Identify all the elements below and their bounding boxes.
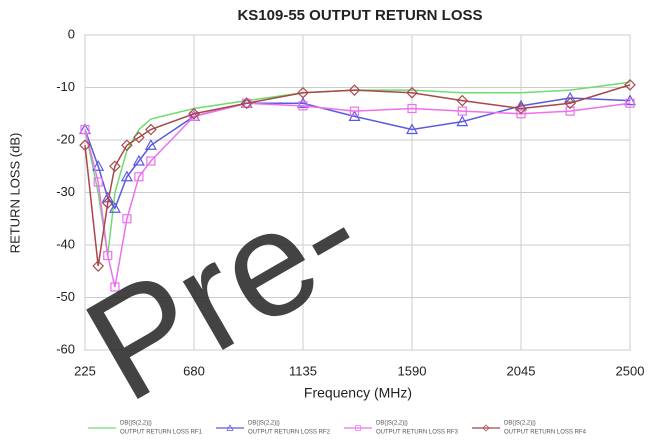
legend-measurement: DB(|S(2,2)|) xyxy=(248,421,280,427)
marker xyxy=(103,250,113,261)
legend-marker xyxy=(226,424,234,431)
y-tick-label: -10 xyxy=(56,79,75,94)
marker xyxy=(348,110,361,121)
y-tick-label: -20 xyxy=(56,131,75,146)
x-tick-label: 680 xyxy=(183,363,205,378)
marker xyxy=(144,139,157,150)
series xyxy=(79,79,636,272)
marker xyxy=(405,123,419,135)
legend-measurement: DB(|S(2,2)|) xyxy=(120,421,152,427)
series xyxy=(84,81,631,256)
legend-label: OUTPUT RETURN LOSS RF4 xyxy=(504,430,587,436)
y-tick-label: 0 xyxy=(68,26,75,41)
y-tick-label: -50 xyxy=(56,289,75,304)
marker xyxy=(482,424,490,432)
chart-title: KS109-55 OUTPUT RETURN LOSS xyxy=(237,7,482,24)
marker xyxy=(146,156,156,166)
series-line xyxy=(84,84,631,267)
marker xyxy=(80,124,90,135)
marker xyxy=(188,107,200,120)
marker xyxy=(355,425,361,431)
x-tick-label: 225 xyxy=(74,363,96,378)
marker xyxy=(296,97,310,108)
y-axis-label: RETURN LOSS (dB) xyxy=(7,133,22,254)
marker xyxy=(625,98,635,108)
marker xyxy=(110,282,120,292)
marker xyxy=(108,202,121,213)
marker xyxy=(121,139,133,152)
marker xyxy=(240,97,253,110)
x-tick-label: 2045 xyxy=(507,363,536,378)
marker xyxy=(456,94,469,107)
marker xyxy=(515,102,527,115)
legend-measurement: DB(|S(2,2)|) xyxy=(504,421,536,427)
marker xyxy=(623,94,637,106)
marker xyxy=(406,86,418,99)
marker xyxy=(92,260,105,272)
marker xyxy=(516,109,526,119)
legend-label: OUTPUT RETURN LOSS RF1 xyxy=(120,430,203,436)
marker xyxy=(101,197,114,209)
x-tick-label: 1590 xyxy=(398,363,427,378)
series xyxy=(80,98,635,292)
marker xyxy=(134,172,144,182)
marker xyxy=(122,214,132,224)
x-tick-label: 1135 xyxy=(289,363,317,378)
marker xyxy=(348,84,361,96)
marker xyxy=(624,79,636,91)
marker xyxy=(226,424,234,431)
marker xyxy=(564,91,577,103)
legend-marker xyxy=(482,424,490,432)
marker xyxy=(79,139,91,152)
marker xyxy=(189,111,199,121)
marker xyxy=(564,97,576,110)
marker xyxy=(120,170,133,182)
marker xyxy=(297,86,309,99)
marker xyxy=(93,177,103,187)
marker xyxy=(109,160,121,173)
legend-label: OUTPUT RETURN LOSS RF2 xyxy=(248,430,331,436)
series-line xyxy=(84,102,631,288)
marker xyxy=(457,106,467,116)
marker xyxy=(349,106,360,116)
legend-measurement: DB(|S(2,2)|) xyxy=(376,421,408,427)
marker xyxy=(133,131,145,144)
y-tick-label: -40 xyxy=(56,236,75,251)
legend-marker xyxy=(355,425,361,431)
marker xyxy=(145,123,157,136)
y-tick-label: -30 xyxy=(56,184,75,199)
marker xyxy=(565,106,575,116)
x-axis-label: Frequency (MHz) xyxy=(304,385,412,401)
marker xyxy=(132,154,145,166)
series-line xyxy=(84,81,631,256)
legend-label: OUTPUT RETURN LOSS RF3 xyxy=(376,430,459,436)
x-tick-label: 2500 xyxy=(616,363,645,378)
y-tick-label: -60 xyxy=(56,341,75,356)
marker xyxy=(407,103,417,114)
marker xyxy=(92,160,105,171)
marker xyxy=(456,115,469,127)
marker xyxy=(298,101,308,111)
